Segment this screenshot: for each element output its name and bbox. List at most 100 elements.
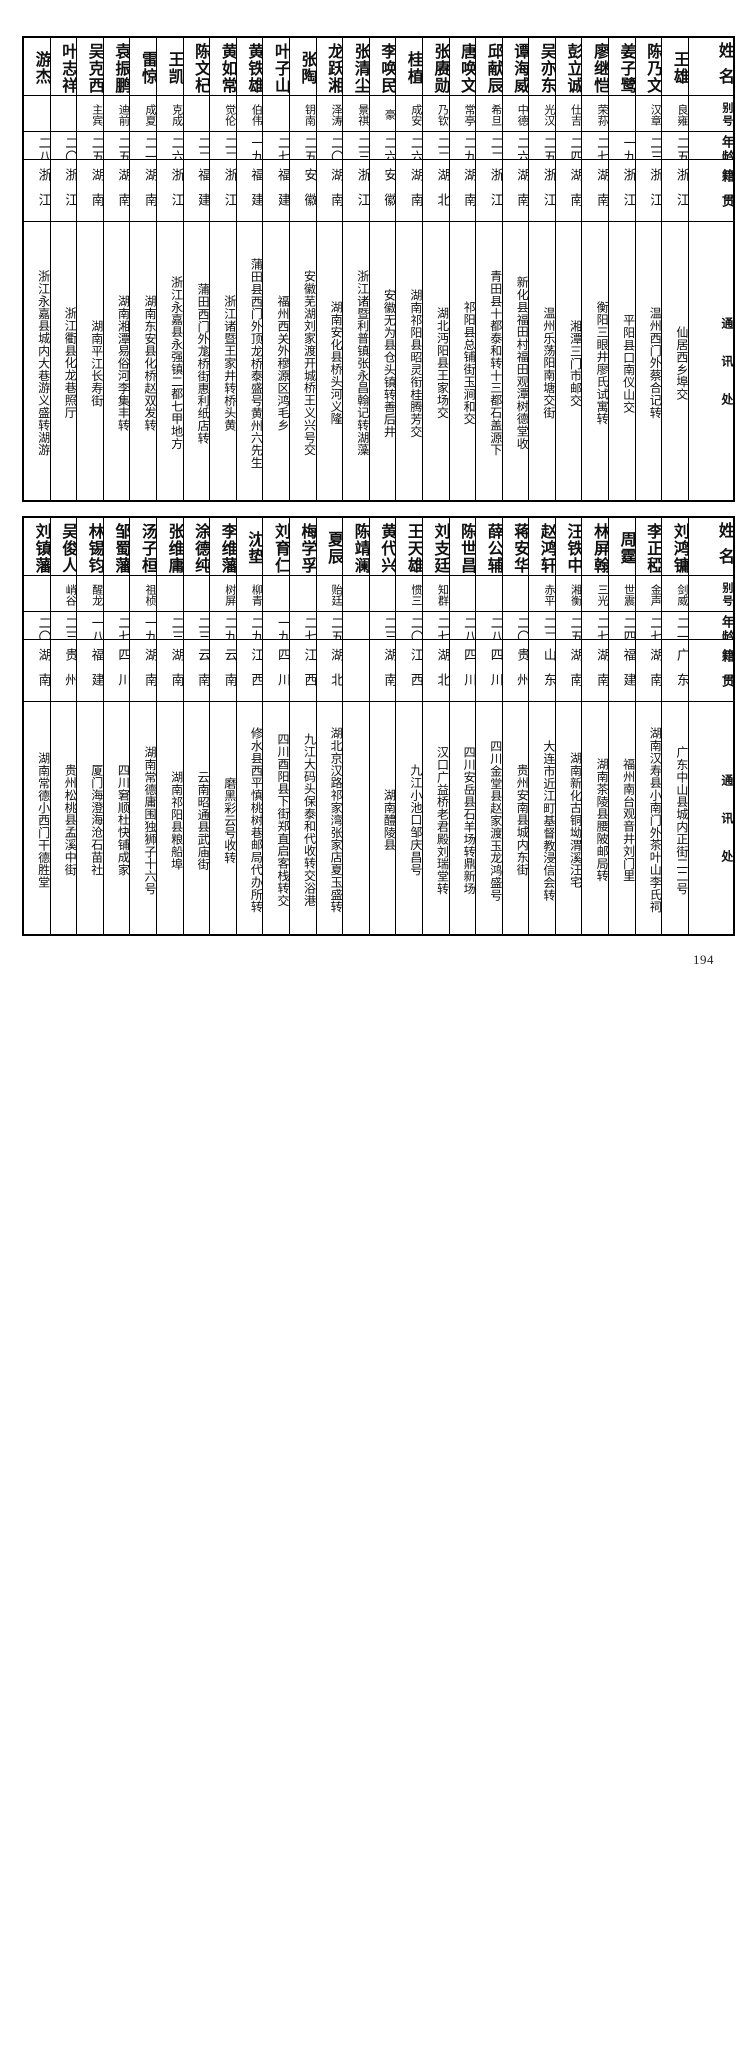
cell-name: 叶志祥 (49, 36, 78, 96)
cell-text: 四川 (487, 648, 502, 699)
cell-province: 湖南 (448, 158, 477, 223)
cell-text (184, 96, 210, 131)
cell-text: 汉章 (649, 103, 662, 126)
cell-age: 二五 (554, 610, 583, 641)
cell-name: 王凯 (155, 36, 184, 96)
cell-text: 浙江 (647, 168, 662, 219)
cell-age: 二六 (368, 130, 397, 161)
cell-text: 常亭 (463, 103, 476, 126)
cell-alias (342, 574, 370, 612)
cell-province: 福建 (235, 158, 264, 223)
cell-text (157, 576, 183, 611)
cell-text: 陈世昌 (458, 522, 476, 574)
cell-text: 湖南 (647, 648, 662, 699)
cell-province: 浙江 (49, 158, 78, 223)
cell-age: 一九 (235, 130, 264, 161)
cell-text: 沈垫 (245, 531, 263, 566)
cell-text: 二三 (195, 615, 210, 640)
cell-province: 江西 (235, 639, 264, 703)
roster-row-address: 浙江永嘉县城内大巷游义盛转湖游 浙江衢县化龙巷照厅 湖南平江长寿街 湖南湘潭易俗河李集… (22, 221, 735, 502)
cell-address: 九江小池口邹庆昌号 (395, 701, 423, 936)
cell-text: 金声 (649, 583, 662, 606)
cell-alias (182, 94, 211, 132)
cell-text: 二二 (434, 135, 449, 159)
cell-text (343, 576, 369, 611)
cell-text (290, 576, 316, 611)
cell-address: 福州南台观音井刘门里 (608, 701, 636, 936)
cell-age: 二四 (554, 130, 583, 161)
cell-alias: 汉章 (634, 94, 663, 132)
cell-province: 湖南 (554, 158, 583, 223)
cell-province: 安徽 (288, 158, 317, 223)
cell-text: 湖南 (88, 168, 103, 219)
cell-text: 贻廷 (330, 583, 343, 606)
cell-text: 李正稏 (644, 522, 662, 574)
cell-address: 贵州安南县城内东街 (501, 701, 530, 936)
cell-alias: 祖桢 (129, 574, 157, 612)
cell-age: 二〇 (22, 610, 51, 641)
row-header-alias: 别号 (687, 574, 735, 612)
cell-text: 湖南 (141, 648, 156, 699)
cell-age: 二三 (155, 610, 184, 641)
cell-text: 湖南 (35, 648, 50, 699)
cell-name: 陈世昌 (448, 516, 477, 576)
cell-text: 浙江永嘉县城内大巷游义盛转湖游 (36, 270, 50, 457)
cell-age: 二五 (102, 130, 131, 161)
roster-row-address: 湖南常德小西门干德胜堂 贵州松桃县孟溪中街 厦门海澄海沧石苗社 四川窘顺杜快铺成家 湖南… (22, 701, 735, 936)
cell-alias: 湘衡 (554, 574, 583, 612)
cell-name: 林屏翰 (581, 516, 610, 576)
cell-alias: 成安 (395, 94, 423, 132)
cell-text: 王天雄 (404, 522, 422, 574)
cell-text: 浙江 (673, 168, 688, 219)
cell-text: 剑威 (675, 583, 688, 606)
cell-address: 衡阳三眼井廖氏试寓转 (581, 221, 610, 502)
cell-alias (102, 574, 131, 612)
row-header-text: 别号 (720, 581, 733, 608)
cell-text: 湖北 (328, 648, 343, 699)
cell-text: 云南昭通县武庙街 (196, 770, 210, 870)
cell-address: 湖南常德小西门干德胜堂 (22, 701, 51, 936)
cell-name: 吴俊人 (49, 516, 78, 576)
cell-text: 湖南 (594, 168, 609, 219)
cell-text: 二三 (381, 615, 396, 640)
cell-age: 二九 (235, 610, 264, 641)
cell-name: 龙跃湘 (315, 36, 344, 96)
cell-province: 浙江 (22, 158, 51, 223)
cell-text: 二六 (407, 135, 422, 159)
cell-name: 游杰 (22, 36, 51, 96)
cell-text: 树屏 (223, 583, 236, 606)
cell-text: 二〇 (35, 615, 50, 640)
cell-province: 湖南 (315, 158, 344, 223)
cell-text: 湖南 (407, 168, 422, 219)
cell-province: 浙江 (608, 158, 636, 223)
cell-province: 浙江 (634, 158, 663, 223)
cell-text: 温州西门外蔡合记转 (648, 307, 662, 419)
row-header-address: 通讯处 (687, 221, 735, 502)
cell-name: 蒋安华 (501, 516, 530, 576)
cell-address: 湖南茶陵县腰陂邮局转 (581, 701, 610, 936)
cell-name: 唐唤文 (448, 36, 477, 96)
cell-text: 中德 (516, 103, 529, 126)
cell-text: 薛公辅 (484, 522, 502, 574)
cell-age: 二〇 (501, 610, 530, 641)
cell-age: 二九 (209, 610, 237, 641)
cell-province: 广东 (661, 639, 689, 703)
cell-text: 四川安岳县石羊场转鼎新场 (462, 745, 476, 895)
cell-text: 青田县十都泰和转十三都石盖源下 (488, 270, 502, 457)
cell-alias: 荣荪 (581, 94, 610, 132)
cell-text: 二七 (301, 615, 316, 640)
cell-name: 张清尘 (342, 36, 370, 96)
cell-text: 赵鸿轩 (537, 522, 555, 574)
cell-age: 二八 (475, 610, 503, 641)
cell-name: 张维庸 (155, 516, 184, 576)
cell-text: 光汉 (542, 103, 555, 126)
cell-text: 吴克西 (85, 42, 103, 94)
cell-text: 湖南常德庸围独狮子十六号 (142, 745, 156, 895)
cell-text: 厦门海澄海沧石苗社 (89, 764, 103, 876)
cell-alias: 克成 (155, 94, 184, 132)
cell-age: 二三 (182, 610, 211, 641)
cell-text: 湖南 (381, 648, 396, 699)
cell-text: 二四 (567, 135, 582, 159)
cell-age: 二五 (528, 130, 556, 161)
roster-row-age: 二八 二〇 二五 二五 二一 二六 二二 二二 一九 二七 二五 二〇 二三 二六 二六 二二 二九 二二 二六 二五… (22, 130, 735, 161)
